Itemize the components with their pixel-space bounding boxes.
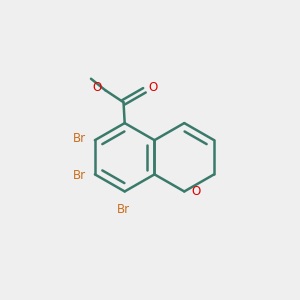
- Text: Br: Br: [117, 203, 130, 216]
- Text: Br: Br: [73, 169, 85, 182]
- Text: O: O: [191, 184, 200, 197]
- Text: O: O: [92, 82, 101, 94]
- Text: Br: Br: [73, 132, 85, 145]
- Text: O: O: [148, 82, 158, 94]
